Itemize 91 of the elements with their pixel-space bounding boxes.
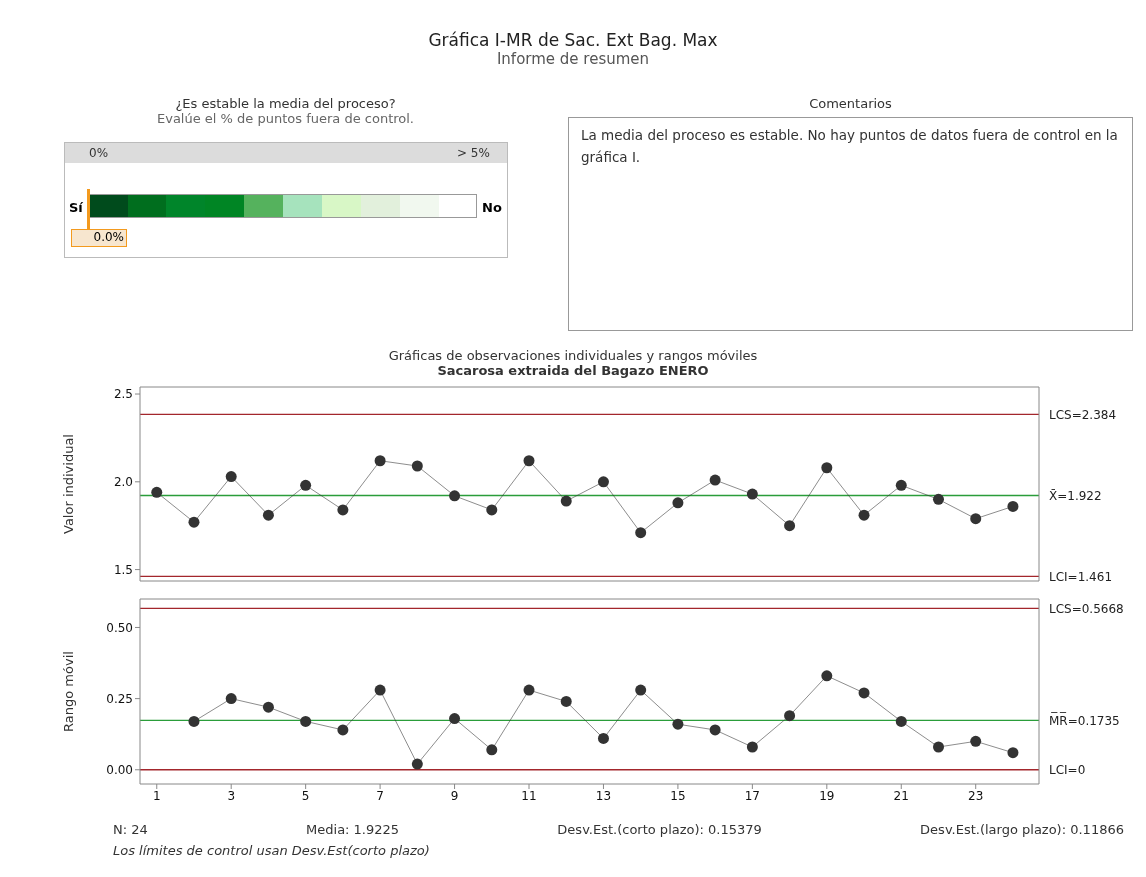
point [970,735,982,747]
ref-line-label: LCS=0.5668 [1049,601,1124,616]
text: No [482,200,502,215]
point [300,479,312,491]
point [486,744,498,756]
y-axis-title: Valor individual [60,434,76,534]
ref-line-label: M̅R̅=0.1735 [1049,712,1120,728]
point [597,476,609,488]
y-tick-label: 0.25 [106,691,133,706]
point [858,687,870,699]
x-tick-label: 3 [227,788,236,803]
text: 0.0% [71,229,127,247]
point [151,486,163,498]
y-tick-label: 1.5 [113,562,133,577]
x-tick-label: 17 [744,788,760,803]
point [784,710,796,722]
point [188,516,200,528]
point [858,509,870,521]
text: La media del proceso es estable. No hay puntos de datos fuera de control en la gráfica I. [581,126,1119,167]
point [821,670,833,682]
point [932,741,944,753]
y-tick-label: 2.5 [113,387,133,402]
point [225,471,237,483]
point [374,455,386,467]
point [1007,747,1019,759]
text: Informe de resumen [495,50,651,68]
x-tick-label: 15 [670,788,686,803]
text: > 5% [457,146,490,160]
x-tick-label: 13 [595,788,612,803]
y-tick-label: 0.50 [106,620,133,635]
text: Desv.Est.(largo plazo): 0.11866 [920,822,1124,837]
point [709,724,721,736]
point [560,695,572,707]
point [262,701,274,713]
text: N: 24 [113,822,148,837]
point [1007,500,1019,512]
point [449,713,461,725]
point [560,495,572,507]
point [411,758,423,770]
text: Gráfica I-MR de Sac. Ext Bag. Max [427,30,719,50]
point [374,684,386,696]
point [635,684,647,696]
point [746,488,758,500]
text: 0% [89,146,109,160]
point [709,474,721,486]
text: Sí [69,200,83,215]
text: Desv.Est.(corto plazo): 0.15379 [557,822,762,837]
point [970,513,982,525]
point [895,715,907,727]
point [784,520,796,532]
point [672,497,684,509]
y-axis-title: Rango móvil [60,651,76,732]
point [597,732,609,744]
chart-title: Gráficas de observaciones individuales y rangos móviles [387,348,759,363]
chart-subtitle: Sacarosa extraida del Bagazo ENERO [436,363,710,378]
ref-line-label: LCI=0 [1049,763,1086,778]
y-tick-label: 2.0 [113,475,133,490]
point [337,504,349,516]
text: Los límites de control usan Desv.Est(corto plazo) [112,842,431,858]
text: ¿Es estable la media del proceso? [174,96,397,111]
x-tick-label: 19 [819,788,835,803]
point [411,460,423,472]
x-tick-label: 5 [301,788,310,803]
point [746,741,758,753]
point [932,493,944,505]
y-tick-label: 0.00 [106,763,133,778]
ref-line-label: X̄=1.922 [1049,488,1102,503]
ref-line-label: LCI=1.461 [1049,569,1113,584]
point [486,504,498,516]
point [262,509,274,521]
point [188,715,200,727]
text: Media: 1.9225 [306,822,400,837]
x-tick-label: 1 [152,788,161,803]
text: Comentarios [808,96,893,111]
point [523,455,535,467]
x-tick-label: 9 [450,788,459,803]
x-tick-label: 11 [521,788,537,803]
point [635,527,647,539]
point [895,479,907,491]
text: Evalúe el % de puntos fuera de control. [156,111,415,126]
point [449,490,461,502]
point [672,718,684,730]
point [523,684,535,696]
x-tick-label: 7 [376,788,384,803]
point [821,462,833,474]
x-tick-label: 23 [968,788,984,803]
ref-line-label: LCS=2.384 [1049,407,1117,422]
point [337,724,349,736]
point [225,693,237,705]
x-tick-label: 21 [893,788,909,803]
point [300,715,312,727]
